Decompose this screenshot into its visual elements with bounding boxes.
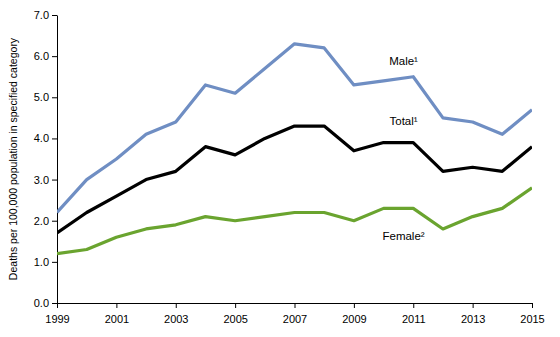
y-tick-label: 1.0 bbox=[34, 256, 49, 268]
y-axis-title: Deaths per 100,000 population in specifi… bbox=[7, 37, 19, 280]
chart: 0.0 1.0 2.0 3.0 4.0 5.0 6.0 7.0 1999 2001 2003 2005… bbox=[0, 0, 560, 337]
x-tick-mark bbox=[57, 303, 58, 308]
series-line bbox=[57, 188, 532, 254]
x-tick-mark bbox=[354, 303, 355, 308]
y-tick-label: 5.0 bbox=[34, 91, 49, 103]
x-tick: 2009 bbox=[342, 303, 366, 325]
y-tick-label: 6.0 bbox=[34, 50, 49, 62]
plot: 0.0 1.0 2.0 3.0 4.0 5.0 6.0 7.0 1999 2001 2003 2005… bbox=[34, 9, 545, 325]
y-tick: 7.0 bbox=[34, 9, 57, 21]
lines bbox=[57, 44, 532, 254]
y-tick: 0.0 bbox=[34, 297, 57, 309]
x-tick-mark bbox=[176, 303, 177, 308]
y-tick-label: 2.0 bbox=[34, 215, 49, 227]
x-tick: 2005 bbox=[223, 303, 247, 325]
x-tick: 2011 bbox=[402, 303, 426, 325]
x-tick: 2007 bbox=[283, 303, 307, 325]
y-tick-mark bbox=[52, 97, 57, 98]
x-tick-label: 2005 bbox=[223, 313, 247, 325]
x-tick-label: 1999 bbox=[45, 313, 69, 325]
x-tick-label: 2007 bbox=[283, 313, 307, 325]
y-tick-label: 4.0 bbox=[34, 132, 49, 144]
x-tick-label: 2003 bbox=[164, 313, 188, 325]
y-tick-label: 3.0 bbox=[34, 174, 49, 186]
x-tick-mark bbox=[295, 303, 296, 308]
x-tick: 1999 bbox=[45, 303, 69, 325]
x-tick-mark bbox=[413, 303, 414, 308]
series-label: Female² bbox=[382, 230, 424, 242]
y-tick-mark bbox=[52, 303, 57, 304]
y-tick: 3.0 bbox=[34, 174, 57, 186]
x-tick-label: 2001 bbox=[105, 313, 129, 325]
x-tick-mark bbox=[532, 303, 533, 308]
y-tick-mark bbox=[52, 138, 57, 139]
x-tick-label: 2011 bbox=[402, 313, 426, 325]
x-axis: 1999 2001 2003 2005 2007 2009 2011 2013 2015 bbox=[45, 303, 544, 325]
y-tick-mark bbox=[52, 15, 57, 16]
y-tick-label: 7.0 bbox=[34, 9, 49, 21]
y-tick: 6.0 bbox=[34, 50, 57, 62]
y-tick: 1.0 bbox=[34, 256, 57, 268]
x-tick-label: 2015 bbox=[520, 313, 544, 325]
x-tick-mark bbox=[235, 303, 236, 308]
y-tick-mark bbox=[52, 180, 57, 181]
y-tick: 2.0 bbox=[34, 215, 57, 227]
x-tick: 2003 bbox=[164, 303, 188, 325]
x-tick-label: 2009 bbox=[342, 313, 366, 325]
y-axis: 0.0 1.0 2.0 3.0 4.0 5.0 6.0 7.0 bbox=[34, 9, 58, 309]
y-tick: 4.0 bbox=[34, 132, 57, 144]
x-tick: 2013 bbox=[461, 303, 485, 325]
x-tick-label: 2013 bbox=[461, 313, 485, 325]
y-tick: 5.0 bbox=[34, 91, 57, 103]
x-tick: 2015 bbox=[520, 303, 544, 325]
series-line bbox=[57, 126, 532, 233]
x-tick-mark bbox=[116, 303, 117, 308]
x-tick: 2001 bbox=[105, 303, 129, 325]
x-tick-mark bbox=[473, 303, 474, 308]
series-label: Male¹ bbox=[389, 55, 418, 67]
series-labels: Male¹ Total¹ Female² bbox=[382, 55, 424, 243]
y-tick-mark bbox=[52, 262, 57, 263]
series-label: Total¹ bbox=[390, 115, 418, 127]
y-tick-mark bbox=[52, 221, 57, 222]
y-tick-mark bbox=[52, 56, 57, 57]
series-line bbox=[57, 44, 532, 213]
y-tick-label: 0.0 bbox=[34, 297, 49, 309]
y-axis-line bbox=[57, 16, 58, 304]
